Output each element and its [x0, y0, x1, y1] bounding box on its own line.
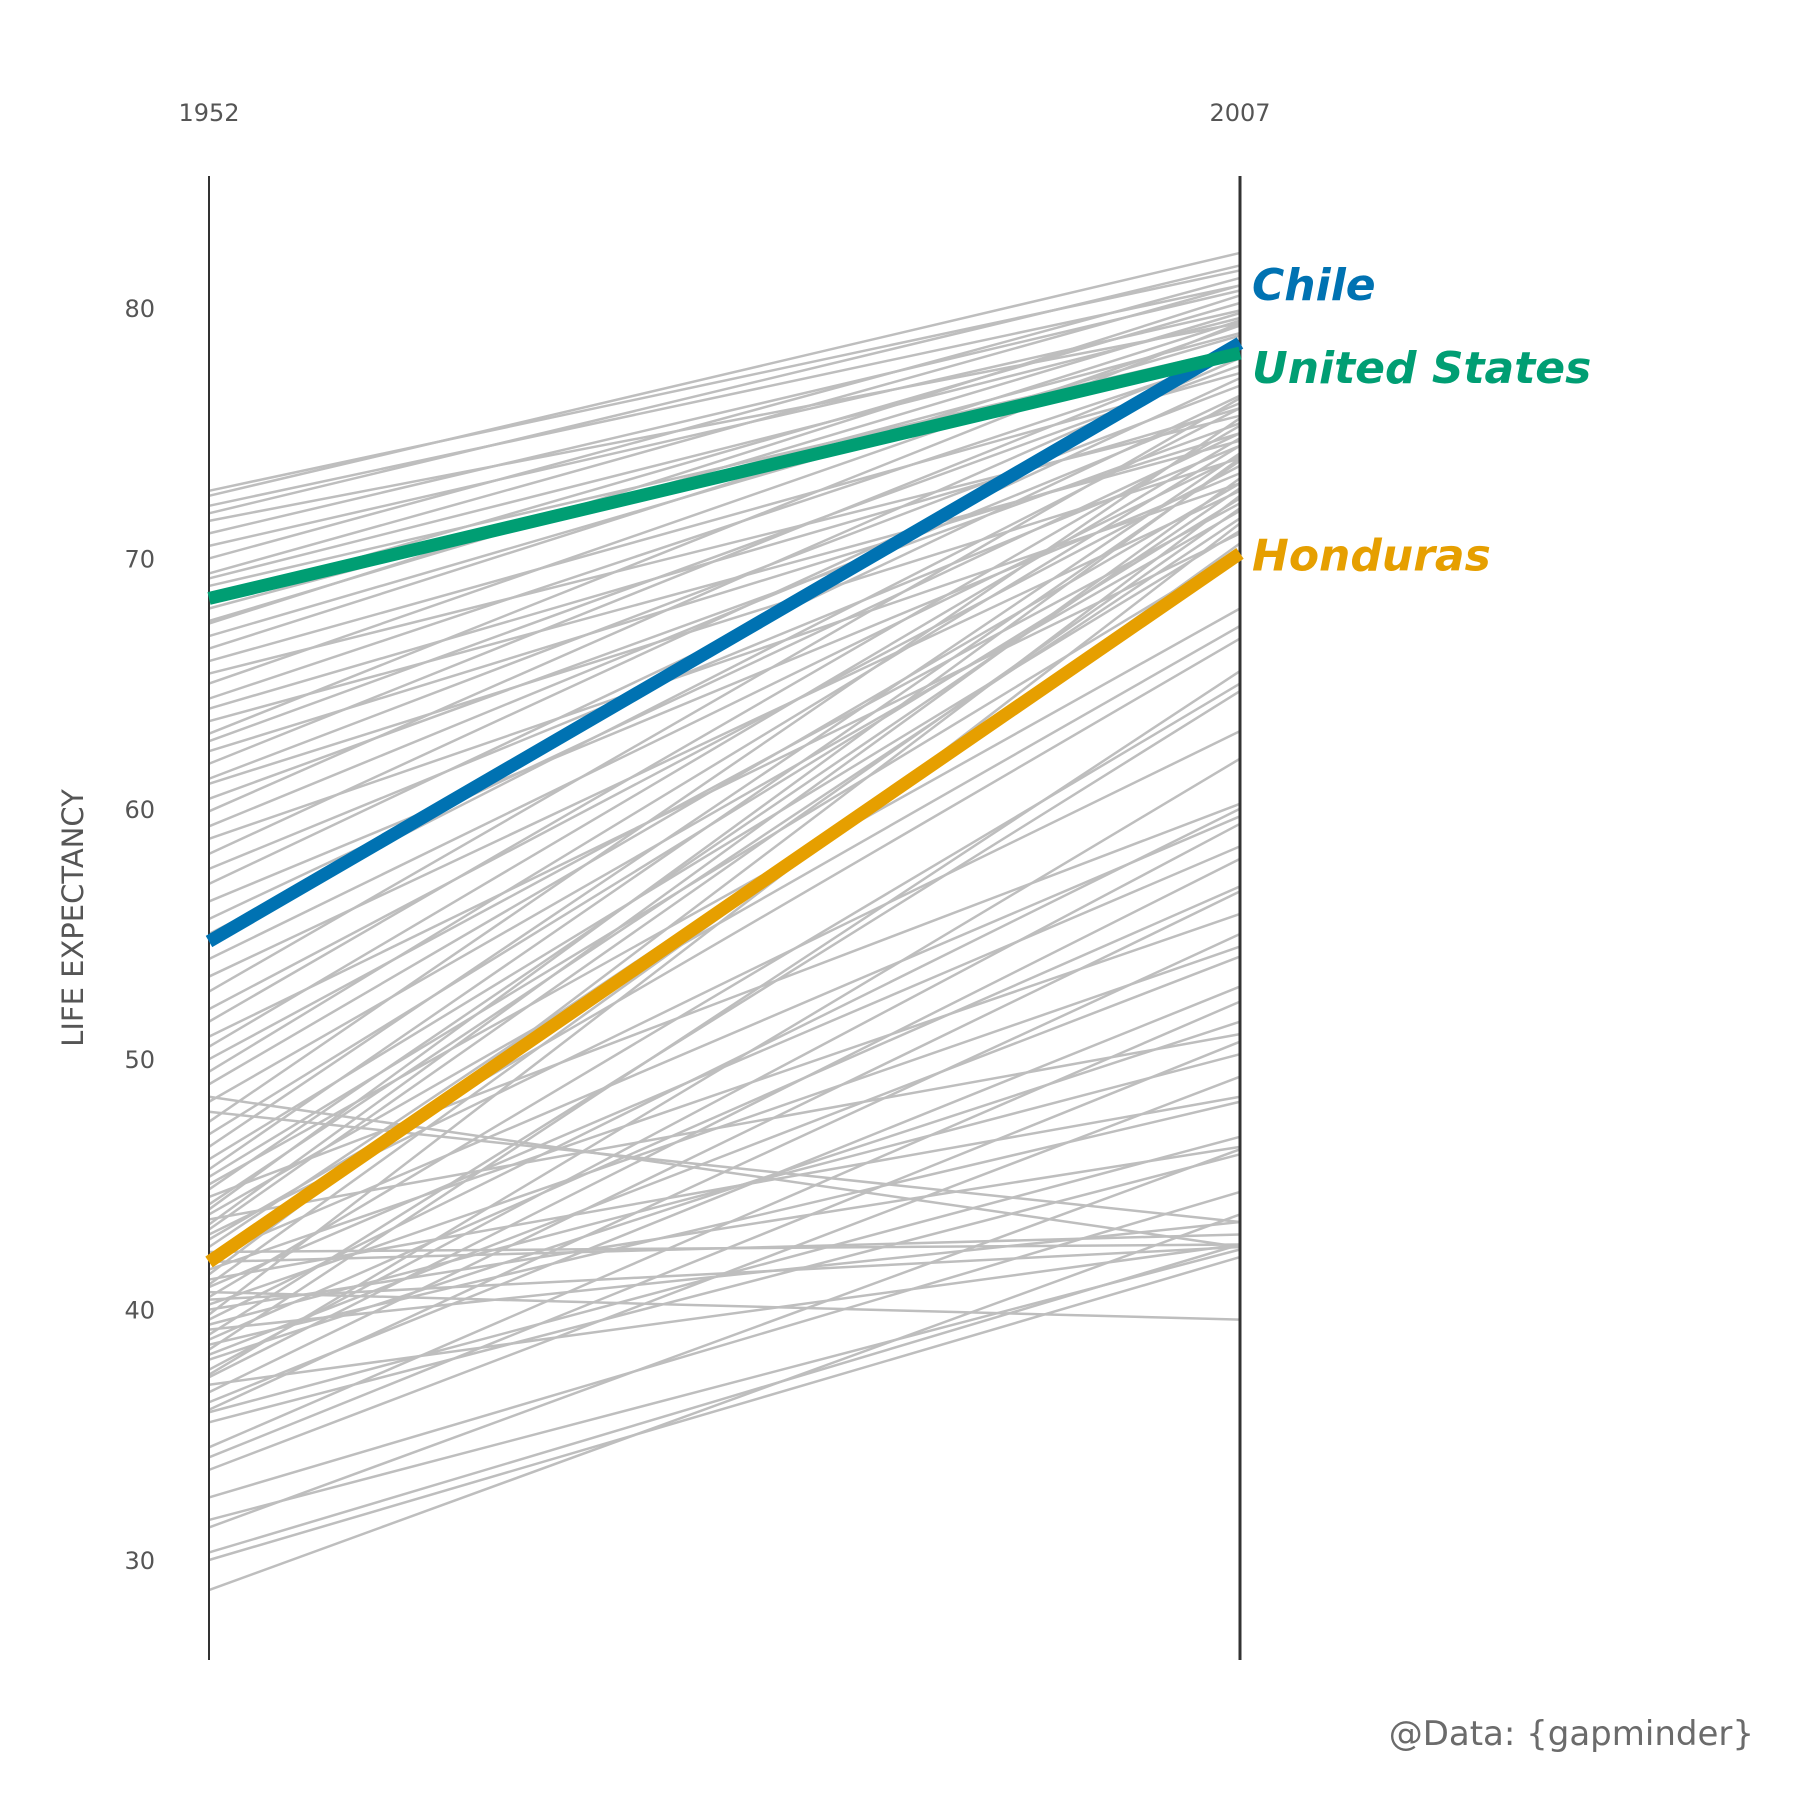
background-series-line — [208, 549, 1241, 1178]
background-series-group — [208, 251, 1241, 1592]
background-series-line — [208, 1153, 1241, 1424]
background-series-line — [208, 401, 1241, 828]
background-series-line — [208, 682, 1241, 1299]
year-label-1952: 1952 — [178, 99, 239, 127]
background-series-line — [208, 1248, 1241, 1522]
background-series-line — [208, 1245, 1241, 1301]
background-series-line — [208, 334, 1241, 638]
background-series-line — [208, 985, 1241, 1404]
background-series-line — [208, 1110, 1241, 1224]
background-series-line — [208, 815, 1241, 1259]
background-series-line — [208, 354, 1241, 700]
background-series-line — [208, 1255, 1241, 1562]
y-tick-label: 80 — [124, 295, 155, 323]
background-series-line — [208, 529, 1241, 1161]
background-series-line — [208, 457, 1241, 785]
background-series-line — [208, 321, 1241, 523]
y-tick-label: 30 — [124, 1547, 155, 1575]
series-line-chile — [205, 337, 1244, 948]
background-series-line — [208, 1040, 1241, 1459]
background-series-line — [208, 690, 1241, 1336]
background-series-line — [208, 807, 1241, 1321]
highlighted-series-group — [205, 337, 1244, 1268]
background-series-line — [208, 532, 1241, 1038]
background-series-line — [208, 1290, 1241, 1321]
background-series-line — [208, 414, 1241, 675]
background-series-line — [208, 439, 1241, 723]
background-series-line — [208, 1095, 1241, 1249]
background-series-line — [208, 845, 1241, 1289]
background-series-line — [208, 502, 1241, 1061]
background-series-line — [208, 497, 1241, 1136]
background-series-line — [208, 509, 1241, 1103]
background-series-line — [208, 912, 1241, 1271]
country-labels: Chile United States Honduras — [1252, 260, 1591, 581]
background-series-line — [208, 1032, 1241, 1221]
background-series-line — [208, 890, 1241, 1394]
background-series-line — [208, 624, 1241, 1216]
background-series-line — [208, 1243, 1241, 1254]
background-series-line — [208, 482, 1241, 841]
background-series-line — [208, 670, 1241, 1351]
background-series-line — [208, 276, 1241, 560]
background-series-line — [208, 1100, 1241, 1346]
year-label-2007: 2007 — [1209, 99, 1270, 127]
background-series-line — [208, 1095, 1241, 1281]
series-label-united-states: United States — [1252, 343, 1591, 394]
background-series-line — [208, 289, 1241, 535]
background-series-line — [208, 371, 1241, 663]
background-series-line — [208, 885, 1241, 1341]
background-series-line — [208, 1243, 1241, 1386]
y-tick-label: 50 — [124, 1046, 155, 1074]
background-series-line — [208, 316, 1241, 580]
background-series-line — [208, 1148, 1241, 1529]
background-series-line — [208, 955, 1241, 1356]
y-tick-label: 60 — [124, 796, 155, 824]
y-tick-label: 40 — [124, 1297, 155, 1325]
background-series-line — [208, 1213, 1241, 1592]
background-series-line — [208, 284, 1241, 508]
y-axis-title: LIFE EXPECTANCY — [56, 789, 90, 1047]
background-series-line — [208, 477, 1241, 1226]
background-series-line — [208, 1145, 1241, 1311]
background-series-line — [208, 309, 1241, 548]
background-series-line — [208, 269, 1241, 493]
background-series-line — [208, 489, 1241, 978]
background-series-line — [208, 364, 1241, 743]
background-series-line — [208, 517, 1241, 1206]
background-series-line — [208, 472, 1241, 903]
background-series-line — [208, 464, 1241, 1011]
background-series-line — [208, 424, 1241, 1023]
y-tick-label: 70 — [124, 545, 155, 573]
caption: @Data: {gapminder} — [1389, 1714, 1754, 1754]
background-series-line — [208, 452, 1241, 1148]
background-series-line — [208, 454, 1241, 961]
background-series-line — [208, 324, 1241, 685]
background-series-line — [208, 1190, 1241, 1499]
y-tick-labels: 30 40 50 60 70 80 — [124, 295, 155, 1575]
background-series-line — [208, 444, 1241, 871]
background-series-line — [208, 607, 1241, 1186]
background-series-line — [208, 507, 1241, 1231]
series-label-chile: Chile — [1252, 260, 1376, 311]
series-line-honduras — [205, 548, 1244, 1268]
series-label-honduras: Honduras — [1252, 530, 1491, 581]
series-line-united-states — [207, 346, 1242, 605]
